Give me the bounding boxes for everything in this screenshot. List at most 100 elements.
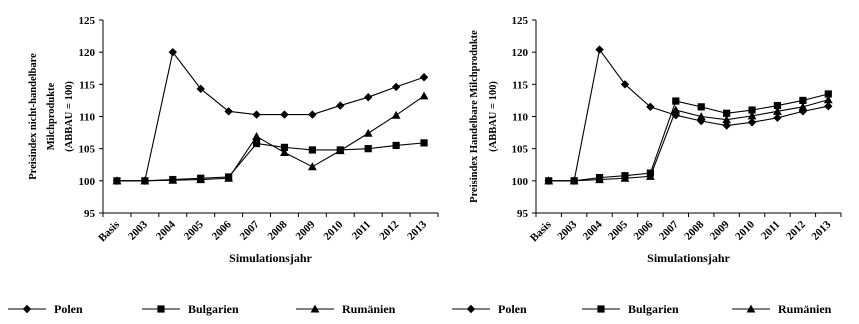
data-point	[671, 105, 681, 114]
data-point	[544, 176, 554, 185]
x-tick-label: 2013	[809, 218, 833, 242]
x-tick-label: 2013	[405, 218, 429, 242]
data-point	[646, 102, 655, 112]
x-tick-label: 2009	[293, 218, 317, 242]
data-point	[336, 101, 345, 110]
data-point	[252, 139, 261, 148]
data-point	[748, 106, 756, 114]
series-line-polen	[548, 48, 829, 182]
data-point	[224, 107, 233, 116]
legend-marker-icon	[597, 305, 605, 313]
x-tick-label: 2011	[759, 219, 783, 243]
y-tick-label: 115	[79, 79, 95, 91]
data-point	[112, 176, 122, 185]
data-point	[364, 145, 372, 153]
legend-marker-icon	[746, 304, 756, 313]
x-tick-label: Basis	[528, 218, 554, 244]
legend-label: Bulgarien	[628, 302, 679, 316]
data-point	[773, 106, 782, 115]
x-axis-title: Simulationsjahr	[229, 251, 312, 265]
y-tick-label: 105	[79, 144, 96, 156]
data-point	[308, 146, 316, 154]
y-tick-label: 105	[512, 144, 529, 156]
data-point	[420, 139, 428, 147]
x-tick-label: 2008	[682, 218, 706, 242]
y-tick-label: 125	[79, 15, 96, 27]
series-line-bulgarien	[548, 93, 829, 182]
x-tick-label: 2006	[210, 218, 234, 242]
y-tick-label: 115	[512, 79, 528, 91]
data-point	[823, 95, 833, 104]
data-point	[620, 80, 630, 89]
data-point	[620, 173, 630, 182]
data-point	[364, 93, 373, 102]
data-point	[798, 102, 808, 111]
data-point	[307, 162, 317, 171]
x-tick-label: 2012	[377, 218, 401, 242]
data-point	[335, 146, 345, 155]
data-point	[697, 103, 705, 111]
x-tick-label: 2005	[606, 218, 630, 242]
x-tick-label: 2009	[708, 218, 732, 242]
data-point	[824, 102, 833, 111]
data-point	[391, 82, 401, 92]
x-tick-label: 2010	[733, 218, 757, 242]
data-point	[696, 112, 706, 121]
x-tick-label: 2007	[238, 218, 262, 242]
y-tick-label: 120	[512, 47, 529, 59]
data-point	[595, 175, 604, 184]
data-point	[747, 118, 757, 127]
x-tick-label: 2003	[126, 218, 150, 242]
y-tick-label: 95	[517, 208, 529, 220]
data-point	[196, 84, 205, 94]
data-point	[391, 110, 401, 119]
series-line-polen	[116, 50, 425, 182]
data-point	[308, 110, 317, 119]
data-point	[723, 109, 731, 117]
y-tick-label: 95	[84, 208, 96, 220]
y-axis-title: Milchprodukte	[46, 82, 57, 150]
data-point	[280, 148, 289, 157]
y-tick-label: 110	[512, 112, 528, 124]
data-point	[252, 132, 261, 140]
y-axis-title: (ABBAU = 100)	[488, 81, 499, 152]
data-point	[392, 141, 400, 150]
x-tick-label: 2010	[321, 218, 345, 242]
legend-label: Polen	[54, 302, 83, 316]
x-axis-title: Simulationsjahr	[647, 251, 730, 265]
data-point	[196, 175, 206, 184]
data-point	[569, 176, 579, 185]
x-tick-label: 2003	[555, 218, 579, 242]
x-tick-label: 2011	[350, 219, 374, 243]
x-tick-label: 2005	[182, 218, 206, 242]
data-point	[224, 173, 234, 182]
series-line-rumänien	[548, 99, 829, 182]
data-point	[773, 101, 782, 110]
data-point	[722, 115, 732, 124]
data-point	[252, 110, 261, 119]
y-tick-label: 110	[79, 112, 95, 124]
y-axis-title: (ABBAU = 100)	[64, 81, 75, 152]
legend-label: Rumänien	[778, 302, 832, 316]
data-point	[672, 97, 680, 105]
data-point	[595, 45, 604, 54]
legend-marker-icon	[310, 304, 320, 313]
data-point	[824, 90, 832, 98]
x-tick-label: Basis	[96, 218, 122, 244]
data-point	[773, 113, 782, 122]
data-point	[140, 176, 150, 185]
y-tick-label: 100	[512, 176, 529, 188]
data-point	[280, 110, 289, 119]
data-point	[168, 175, 178, 184]
legend-label: Bulgarien	[188, 302, 239, 316]
data-point	[747, 111, 757, 120]
y-axis-title: Preisindex nicht-handelbare	[28, 53, 39, 180]
data-point	[363, 128, 373, 137]
legend: Polen Bulgarien Rumänien Polen Bulgarien Rumä…	[8, 302, 832, 316]
x-tick-label: 2006	[631, 218, 655, 242]
x-tick-label: 2004	[581, 218, 605, 242]
x-tick-label: 2004	[154, 218, 178, 242]
